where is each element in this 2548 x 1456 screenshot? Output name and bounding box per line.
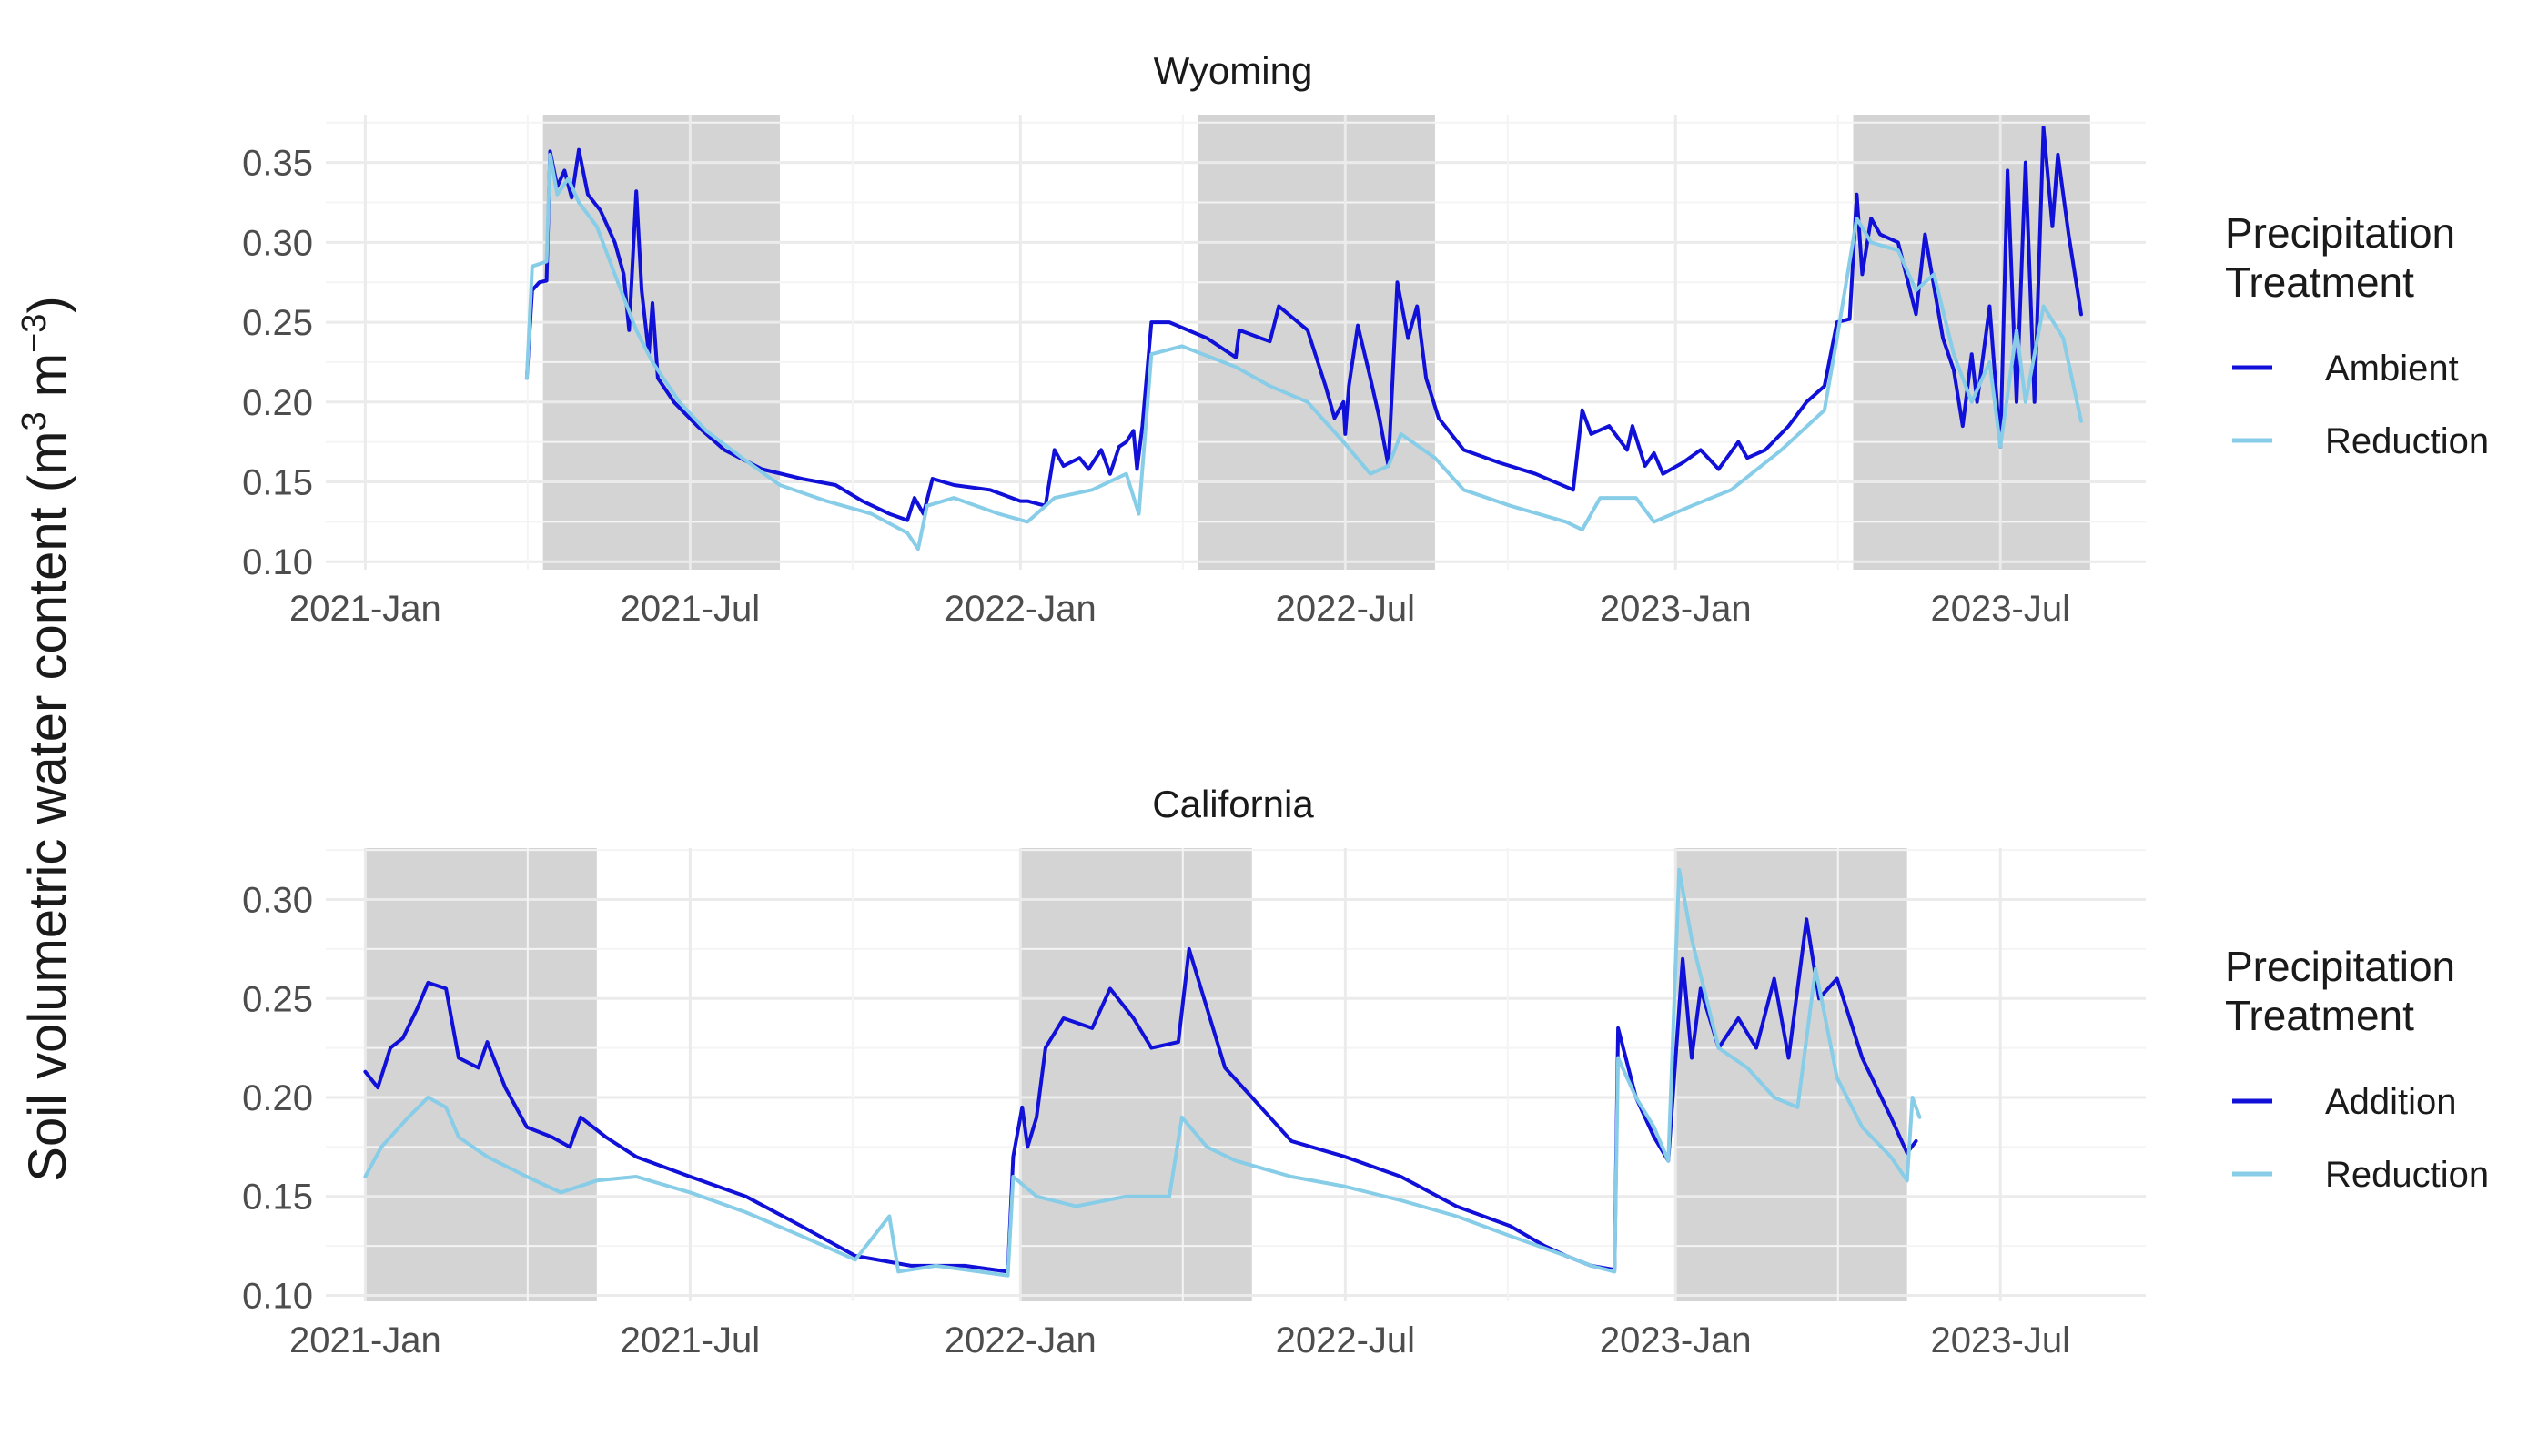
series-lines (363, 867, 1922, 1278)
panel-wyoming: Wyoming 0.10 0.15 0.20 0.25 0.30 0.35 2021-Ja… (242, 49, 2489, 629)
x-tick-label: 2021-Jan (289, 589, 441, 629)
x-tick-label: 2021-Jan (289, 1320, 441, 1360)
series-line-reduction (363, 867, 1922, 1278)
shaded-periods (542, 115, 2090, 570)
gridlines (326, 848, 2146, 1301)
legend-label-addition: Addition (2325, 1082, 2457, 1122)
y-tick-labels: 0.10 0.15 0.20 0.25 0.30 (242, 881, 313, 1317)
series-line-ambient (524, 126, 2083, 522)
x-tick-label: 2022-Jan (945, 1320, 1097, 1360)
y-axis-label-sup2: −3 (15, 314, 54, 353)
shaded-period-2 (1198, 115, 1435, 570)
x-tick-label: 2022-Jul (1276, 589, 1415, 629)
y-tick-label: 0.10 (242, 542, 313, 582)
legend-california: Precipitation Treatment Addition Reducti… (2225, 943, 2489, 1195)
y-axis-label-main: Soil volumetric water content (m (18, 431, 77, 1182)
legend-wyoming: Precipitation Treatment Ambient Reductio… (2225, 209, 2489, 461)
x-tick-label: 2023-Jan (1600, 589, 1752, 629)
series-lines (524, 126, 2083, 551)
shaded-periods (365, 848, 1907, 1301)
x-tick-label: 2023-Jul (1931, 1320, 2070, 1360)
x-tick-labels: 2021-Jan 2021-Jul 2022-Jan 2022-Jul 2023-Jan… (289, 1320, 2070, 1360)
panel-title-california: California (1152, 783, 1314, 825)
y-tick-label: 0.25 (242, 979, 313, 1019)
x-tick-label: 2021-Jul (621, 1320, 760, 1360)
y-tick-label: 0.20 (242, 383, 313, 423)
y-tick-labels: 0.10 0.15 0.20 0.25 0.30 0.35 (242, 144, 313, 583)
y-tick-label: 0.35 (242, 144, 313, 184)
shaded-period-2 (1020, 848, 1252, 1301)
y-axis-label-mid: m (18, 353, 77, 411)
y-axis-label-sup1: 3 (15, 411, 54, 430)
x-tick-label: 2021-Jul (621, 589, 760, 629)
legend-label-ambient: Ambient (2325, 349, 2459, 389)
y-tick-label: 0.20 (242, 1078, 313, 1118)
legend-label-reduction: Reduction (2325, 1155, 2489, 1195)
legend-label-reduction: Reduction (2325, 421, 2489, 461)
legend-title-line2: Treatment (2225, 258, 2414, 306)
y-tick-label: 0.10 (242, 1276, 313, 1316)
x-tick-label: 2023-Jul (1931, 589, 2070, 629)
legend-title-line2: Treatment (2225, 992, 2414, 1039)
y-tick-label: 0.30 (242, 881, 313, 921)
series-line-reduction (524, 152, 2083, 551)
y-tick-label: 0.15 (242, 1178, 313, 1218)
x-tick-labels: 2021-Jan 2021-Jul 2022-Jan 2022-Jul 2023-Jan… (289, 589, 2070, 629)
y-axis-label: Soil volumetric water content (m3 m−3) (15, 296, 77, 1181)
panel-title-wyoming: Wyoming (1154, 49, 1313, 92)
shaded-period-1 (542, 115, 781, 570)
legend-title-line1: Precipitation (2225, 943, 2455, 990)
x-tick-label: 2022-Jul (1276, 1320, 1415, 1360)
y-tick-label: 0.15 (242, 463, 313, 503)
legend-title-line1: Precipitation (2225, 209, 2455, 257)
x-tick-label: 2023-Jan (1600, 1320, 1752, 1360)
y-tick-label: 0.30 (242, 223, 313, 263)
y-tick-label: 0.25 (242, 303, 313, 343)
shaded-period-1 (365, 848, 597, 1301)
panel-california: California 0.10 0.15 0.20 0.25 0.30 2021-Jan… (242, 783, 2489, 1360)
x-tick-label: 2022-Jan (945, 589, 1097, 629)
y-axis-label-end: ) (18, 296, 77, 313)
